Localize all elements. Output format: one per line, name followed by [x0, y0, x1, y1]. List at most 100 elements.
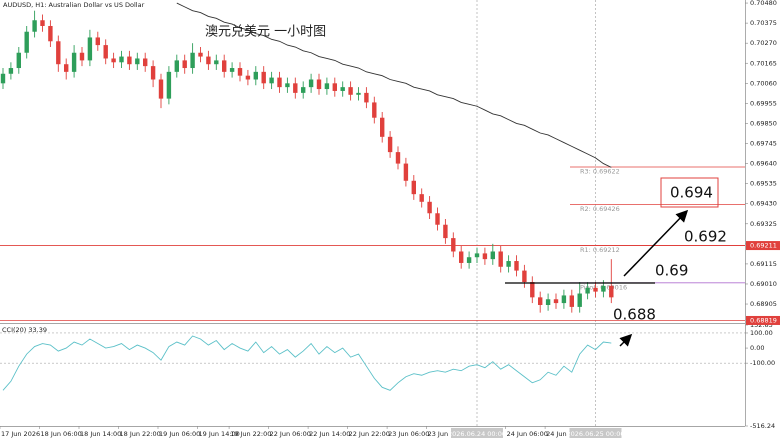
candle-body: [538, 297, 543, 305]
candle-body: [71, 52, 77, 72]
arrow: [623, 209, 689, 277]
candle-body: [553, 299, 559, 304]
price-label: 0.69211: [750, 242, 777, 250]
cci-tick-label: 100.00: [750, 329, 773, 337]
candle-body: [245, 75, 251, 80]
candle-body: [387, 136, 393, 153]
y-tick-label: 0.69850: [750, 119, 777, 127]
candle-body: [332, 83, 337, 91]
annotation: 0.69: [655, 262, 688, 280]
annotation: 0.694: [670, 184, 713, 202]
candle-body: [411, 180, 416, 195]
y-tick-label: 0.69325: [750, 220, 777, 228]
x-tick-label: 19 Jun 22:00: [230, 430, 271, 438]
candle-body: [435, 213, 440, 225]
y-tick-label: 0.70480: [750, 0, 777, 7]
x-tick-label: 22 Jun 06:00: [270, 430, 311, 438]
candle-body: [372, 102, 377, 118]
candle-body: [324, 83, 330, 90]
candle-body: [182, 60, 187, 69]
candle-body: [459, 251, 464, 263]
candle-body: [253, 71, 258, 80]
candle-body: [301, 87, 306, 93]
y-tick-label: 0.69010: [750, 280, 777, 288]
candle-body: [40, 20, 45, 26]
candle-body: [427, 201, 432, 214]
y-tick-label: 0.70270: [750, 39, 777, 47]
y-tick-label: 0.69745: [750, 140, 777, 148]
candle-body: [506, 261, 511, 267]
candle-body: [119, 56, 124, 63]
candle-body: [403, 163, 409, 181]
pivot-label: R1: 0.69212: [580, 246, 620, 254]
price-label: 0.68819: [750, 316, 777, 324]
x-tick-label: 23 Jun 06:00: [388, 430, 429, 438]
y-tick-label: 0.69955: [750, 99, 777, 107]
candle-body: [206, 56, 211, 65]
candle-body: [498, 251, 503, 267]
candle-body: [150, 66, 156, 80]
y-tick-label: 0.70375: [750, 19, 777, 27]
indicator-label: CCI(20) 33.39: [2, 326, 47, 334]
candle-body: [356, 92, 361, 95]
candle-body: [166, 71, 172, 99]
candle-body: [364, 92, 369, 103]
x-tick-label: 23 Jun 14:00: [428, 430, 469, 438]
candle-body: [127, 56, 132, 65]
y-tick-label: 0.69430: [750, 200, 777, 208]
candle-body: [56, 41, 61, 65]
arrow: [619, 333, 633, 347]
candle-body: [522, 270, 527, 283]
annotation: 0.688: [613, 306, 656, 324]
candle-body: [466, 257, 472, 263]
candle-body: [48, 25, 53, 42]
candle-body: [32, 20, 37, 32]
candle-body: [87, 37, 93, 61]
cci-line: [2, 335, 612, 391]
annotation: 0.692: [684, 228, 727, 246]
candle-body: [135, 58, 140, 65]
y-tick-label: 0.69535: [750, 180, 777, 188]
x-tick-label: 19 Jun 06:00: [159, 430, 200, 438]
candle-body: [569, 295, 574, 307]
candle-body: [609, 285, 614, 298]
y-tick-label: 0.70165: [750, 59, 777, 67]
candle-body: [285, 83, 290, 88]
x-tick-label: 22 Jun 22:00: [349, 430, 390, 438]
pivot-label: R3: 0.69622: [580, 168, 620, 176]
candle-body: [95, 37, 100, 46]
candle-body: [316, 79, 322, 90]
candle-body: [585, 287, 590, 294]
candle-body: [64, 64, 69, 72]
candle-body: [214, 60, 219, 65]
candle-body: [269, 77, 274, 84]
x-tick-label: 22 Jun 14:00: [309, 430, 350, 438]
candle-body: [308, 79, 314, 88]
candle-body: [482, 253, 488, 260]
candle-body: [419, 194, 424, 202]
candle-body: [261, 71, 266, 84]
candle-body: [561, 295, 567, 304]
candle-body: [103, 45, 108, 59]
price-label-box: [746, 315, 780, 325]
y-tick-label: 0.69115: [750, 260, 777, 268]
cci-tick-label: -100.00: [750, 359, 775, 367]
candle-body: [601, 285, 606, 292]
candle-body: [593, 287, 598, 292]
candle-body: [514, 261, 519, 271]
y-tick-label: 0.68905: [750, 300, 777, 308]
x-tick-label: 24 Jun 06:00: [507, 430, 548, 438]
x-marker-label: 2026.06.24 00:00: [448, 430, 506, 438]
candle-body: [222, 60, 227, 72]
candle-body: [8, 68, 14, 74]
x-tick-label: 18 Jun 06:00: [41, 430, 82, 438]
candle-body: [451, 238, 456, 252]
candle-body: [0, 73, 6, 84]
candle-body: [174, 60, 179, 72]
candle-body: [79, 52, 85, 61]
chart-title: AUDUSD, H1: Australian Dollar vs US Doll…: [3, 1, 145, 9]
candle-body: [474, 253, 480, 258]
pivot-label: R2: 0.69426: [580, 205, 620, 213]
